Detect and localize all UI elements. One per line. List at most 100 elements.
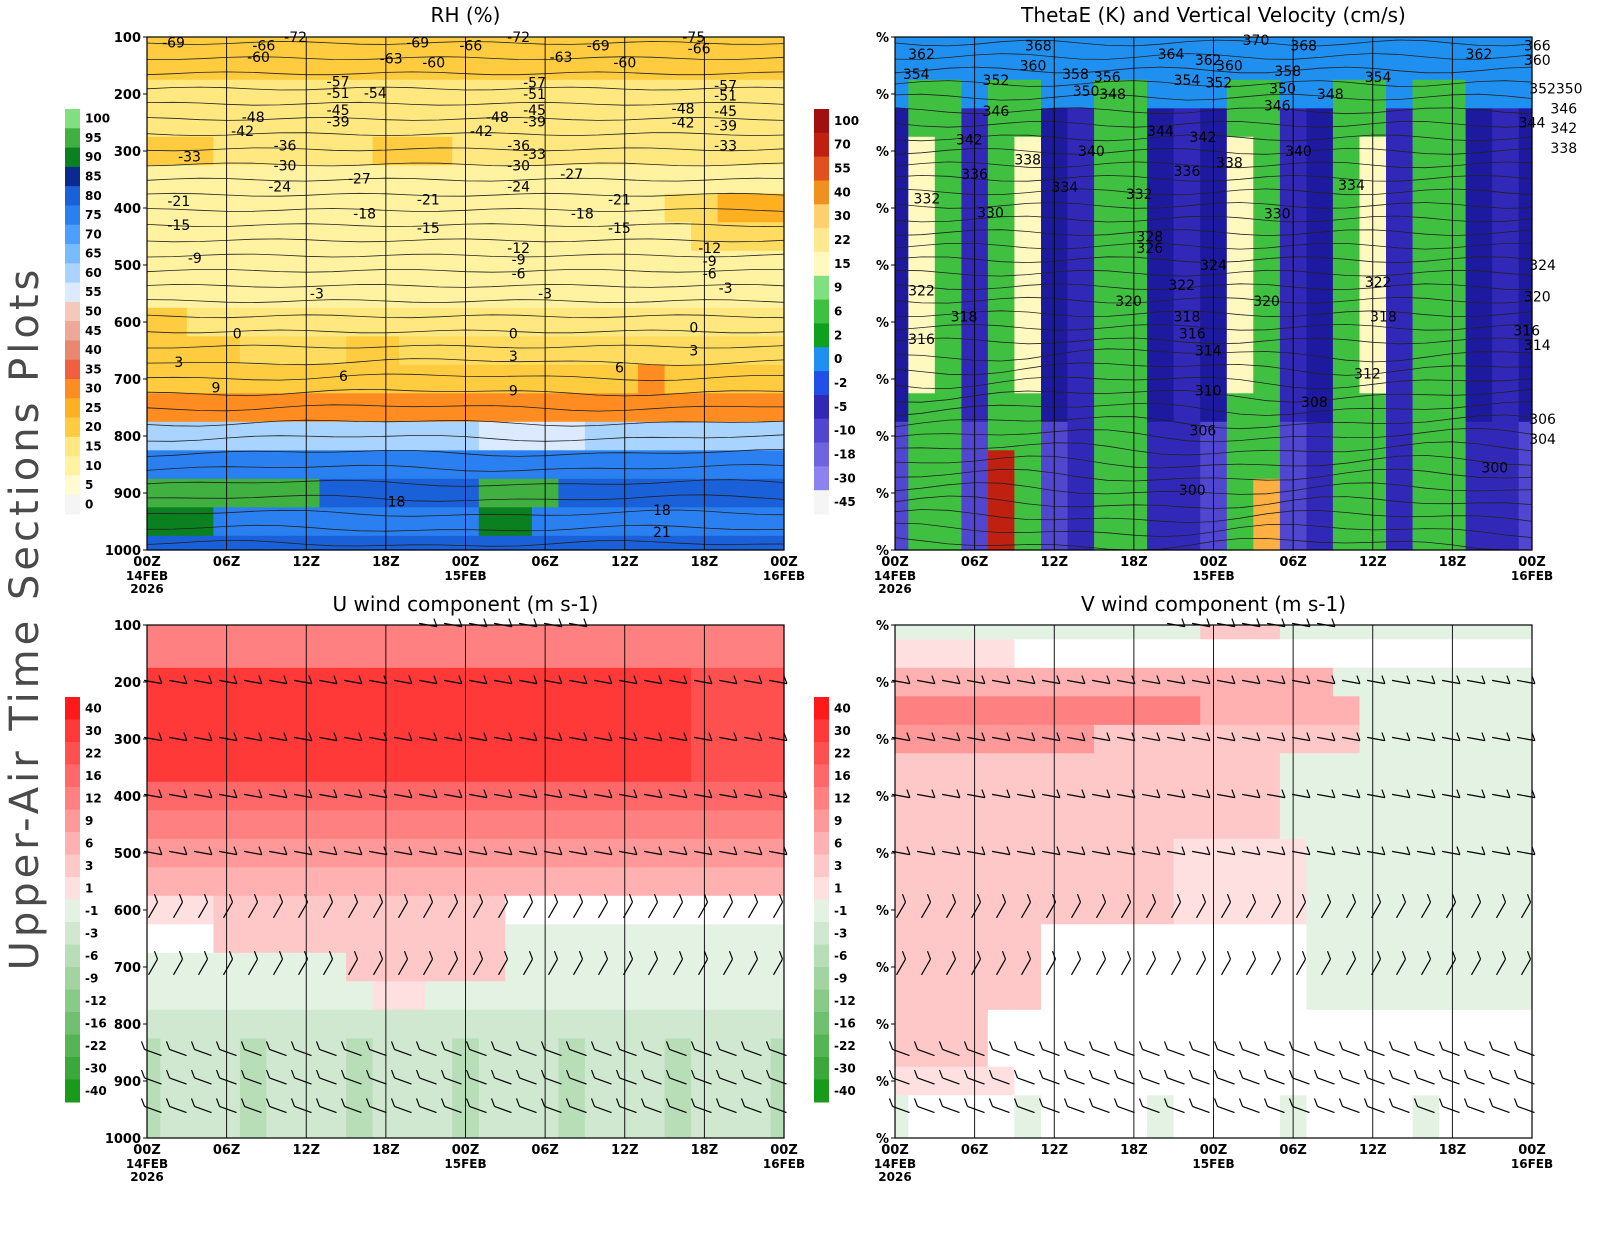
v-wind-barb-feather [988, 1041, 994, 1050]
u-cell [425, 625, 453, 640]
v-cell [1306, 867, 1334, 897]
v-cell [1014, 867, 1042, 897]
rh-cell [664, 478, 692, 508]
u-wind-barb-feather [503, 950, 509, 960]
rh-cell [478, 37, 506, 52]
v-cell [1465, 1009, 1493, 1039]
v-wind-barb [1091, 793, 1111, 799]
u-wind-barb-feather [708, 732, 713, 741]
u-cell [744, 696, 772, 726]
u-colorbar-swatch [65, 944, 80, 968]
v-cell [908, 867, 936, 897]
rh-colorbar-swatch [65, 436, 80, 457]
u-cell [266, 639, 294, 669]
thetae-cell [908, 421, 936, 451]
u-wind-barb [468, 793, 488, 799]
v-cell [1094, 781, 1122, 811]
v-cell [1386, 724, 1414, 754]
thetae-contour-label: 348 [1317, 87, 1344, 103]
u-cell [147, 981, 161, 1011]
thetae-cell [1465, 393, 1493, 423]
rh-cell [717, 165, 745, 195]
rh-colorbar-swatch [65, 205, 80, 226]
u-wind-barb-feather [528, 893, 534, 903]
u-wind-barb-feather [453, 893, 459, 903]
thetae-cell [1412, 79, 1440, 109]
u-colorbar-label: 30 [85, 724, 102, 738]
thetae-cell [1094, 108, 1122, 138]
rh-cell [399, 364, 427, 394]
rh-cell [505, 222, 533, 252]
u-wind-barb-feather [340, 1098, 346, 1107]
v-wind-barb [1491, 793, 1511, 799]
u-wind-barb-feather [158, 675, 163, 684]
u-colorbar-swatch [65, 832, 80, 855]
rh-x-tick-label: 06Z [213, 555, 241, 570]
u-wind-barb-feather [553, 893, 559, 903]
rh-contour-label: -72 [507, 30, 530, 46]
u-cell [770, 625, 785, 640]
rh-cell [239, 222, 267, 252]
v-wind-barb [1441, 793, 1461, 799]
v-wind-barb [1141, 679, 1161, 685]
u-wind-barb [218, 793, 238, 799]
v-cell [1094, 1066, 1122, 1096]
v-cell [908, 639, 936, 669]
v-cell [1386, 895, 1414, 925]
v-cell [1094, 1123, 1122, 1139]
u-wind-barb-feather [333, 846, 338, 855]
u-colorbar-label: 1 [85, 881, 93, 895]
rh-colorbar-label: 65 [85, 247, 102, 261]
v-wind-barb-feather [1038, 1041, 1044, 1050]
v-wind-barb [1170, 901, 1182, 919]
v-cell [1173, 639, 1201, 669]
u-cell [346, 1123, 374, 1139]
u-wind-barb [419, 1077, 437, 1085]
v-wind-barb-feather [931, 789, 936, 798]
v-wind-barb-feather [906, 846, 911, 855]
thetae-cell [1518, 136, 1533, 166]
thetae-cell [1094, 250, 1122, 280]
rh-contour-label: -39 [327, 114, 350, 130]
u-wind-barb [718, 736, 738, 742]
u-cell [584, 1123, 612, 1139]
u-wind-barb [443, 850, 463, 856]
v-cell [1094, 867, 1122, 897]
thetae-contour-label: 352 [1205, 76, 1232, 92]
rh-cell [266, 136, 294, 166]
v-wind-barb [1141, 793, 1161, 799]
v-wind-barb [1042, 1077, 1060, 1085]
v-wind-barb-feather [1306, 789, 1311, 798]
u-colorbar-swatch [65, 854, 80, 878]
thetae-cell [895, 535, 909, 551]
v-wind-barb-feather [1288, 1041, 1294, 1050]
v-cell [1253, 625, 1281, 640]
v-wind-barb-feather [1513, 1041, 1519, 1050]
thetae-cell [1518, 165, 1533, 195]
u-wind-barb-feather [265, 1098, 271, 1107]
u-colorbar-label: -40 [85, 1084, 107, 1098]
u-cell [664, 1123, 692, 1139]
v-wind-barb [1117, 1105, 1135, 1114]
u-cell [638, 952, 666, 982]
rh-colorbar-swatch [65, 186, 80, 206]
u-wind-barb-feather [708, 846, 713, 855]
rh-cell [319, 364, 347, 394]
v-cell [1067, 981, 1095, 1011]
u-date-label: 14FEB [126, 1157, 168, 1171]
v-cell [1094, 981, 1122, 1011]
rh-cell [664, 165, 692, 195]
u-wind-barb-feather [603, 893, 609, 903]
v-wind-barb-feather [1226, 950, 1232, 960]
thetae-cell [987, 136, 1015, 166]
u-wind-barb-feather [333, 675, 338, 684]
thetae-cell [1412, 37, 1440, 52]
u-colorbar-swatch [65, 787, 80, 810]
rh-cell [239, 307, 267, 337]
v-wind-barb-feather [1126, 950, 1132, 960]
u-wind-barb-feather [178, 950, 184, 960]
v-wind-barb [991, 679, 1011, 685]
v-wind-barb [1467, 1048, 1485, 1057]
u-cell [770, 639, 785, 669]
u-wind-barb [268, 679, 288, 685]
